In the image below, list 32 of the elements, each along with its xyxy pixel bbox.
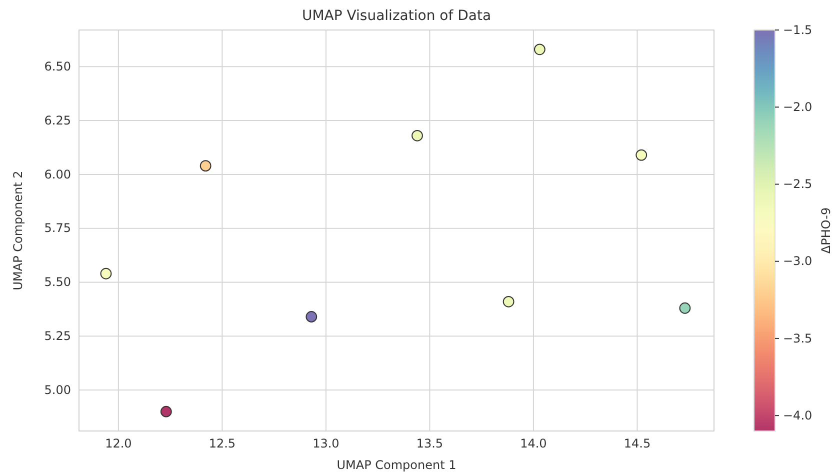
- x-tick-label: 12.0: [105, 436, 132, 451]
- color-bar-label: −3.5: [783, 331, 812, 346]
- point: [100, 268, 112, 280]
- color-bar-label: −1.5: [783, 22, 812, 37]
- y-tick-label: 5.75: [44, 221, 71, 236]
- color-bar-label: −2.5: [783, 177, 812, 192]
- point: [200, 160, 212, 172]
- point: [160, 406, 172, 418]
- point: [534, 44, 546, 56]
- y-axis-title: UMAP Component 2: [11, 170, 25, 290]
- x-tick-label: 14.5: [624, 436, 651, 451]
- point: [636, 149, 648, 161]
- y-tick-label: 6.00: [44, 167, 71, 182]
- x-tick-label: 13.0: [312, 436, 340, 451]
- point: [306, 311, 318, 322]
- color-bar-label: −3.0: [783, 254, 812, 268]
- y-tick-label: 6.25: [44, 113, 71, 128]
- color-bar-title: ΔPHO-9: [819, 207, 833, 254]
- point: [412, 130, 423, 142]
- point: [502, 296, 514, 308]
- x-tick-label: 12.5: [208, 436, 236, 451]
- x-axis-title: UMAP Component 1: [336, 458, 456, 472]
- color-bar-label: −4.0: [783, 408, 812, 422]
- y-tick-label: 6.50: [44, 59, 71, 74]
- point: [679, 302, 691, 314]
- color-bar-label: −2.0: [783, 100, 812, 114]
- y-tick-label: 5.25: [44, 328, 71, 343]
- x-tick-label: 14.0: [520, 436, 547, 451]
- y-tick-label: 5.00: [44, 382, 71, 397]
- y-tick-label: 5.50: [44, 275, 71, 290]
- x-tick-label: 13.5: [416, 436, 444, 451]
- chart-title: UMAP Visualization of Data: [302, 8, 492, 24]
